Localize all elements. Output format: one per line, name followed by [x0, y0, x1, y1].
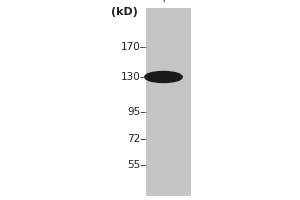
Text: 95-: 95- [127, 107, 144, 117]
Text: 170-: 170- [121, 42, 144, 52]
Text: 55-: 55- [127, 160, 144, 170]
Text: 130-: 130- [121, 72, 144, 82]
Ellipse shape [145, 72, 182, 82]
Text: (kD): (kD) [111, 7, 138, 17]
Text: 72-: 72- [127, 134, 144, 144]
Bar [146, 8, 190, 196]
Text: A549: A549 [159, 0, 186, 3]
